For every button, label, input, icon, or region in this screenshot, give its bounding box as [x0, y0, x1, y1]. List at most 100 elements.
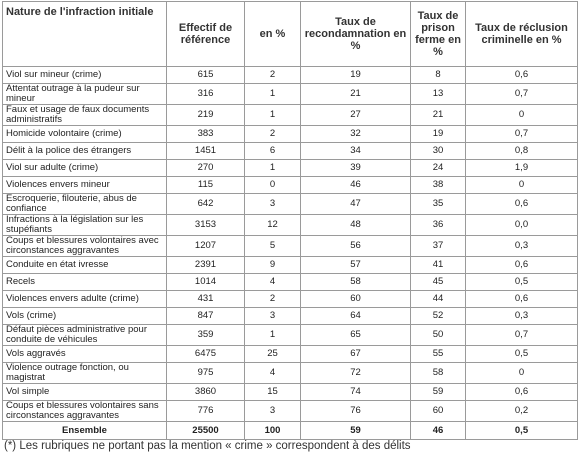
- row-label: Violences envers adulte (crime): [2, 290, 167, 308]
- row-label: Conduite en état ivresse: [2, 256, 167, 274]
- cell: 25500: [166, 421, 245, 440]
- table-row: Vols aggravés 6475 25 67 55 0,5: [2, 345, 578, 363]
- cell: 48: [300, 214, 411, 236]
- cell: 0,3: [465, 235, 578, 257]
- cell: 0,6: [465, 66, 578, 84]
- table-row: Conduite en état ivresse 2391 9 57 41 0,6: [2, 256, 578, 274]
- cell: 4: [244, 273, 301, 291]
- cell: 1,9: [465, 159, 578, 177]
- cell: 0: [465, 362, 578, 384]
- row-label: Violence outrage fonction, ou magistrat: [2, 362, 167, 384]
- header-row: Nature de l'infraction initiale Effectif …: [2, 1, 578, 67]
- row-label: Recels: [2, 273, 167, 291]
- cell: 37: [410, 235, 466, 257]
- cell: 72: [300, 362, 411, 384]
- cell: 46: [300, 176, 411, 194]
- footnote: (*) Les rubriques ne portant pas la ment…: [4, 440, 411, 452]
- table-row: Homicide volontaire (crime) 383 2 32 19 0,7: [2, 125, 578, 143]
- row-label: Ensemble: [2, 421, 167, 440]
- cell: 27: [300, 104, 411, 126]
- table-row: Infractions à la législation sur les stu…: [2, 214, 578, 236]
- cell: 270: [166, 159, 245, 177]
- row-label: Viol sur mineur (crime): [2, 66, 167, 84]
- cell: 100: [244, 421, 301, 440]
- cell: 4: [244, 362, 301, 384]
- cell: 19: [410, 125, 466, 143]
- cell: 12: [244, 214, 301, 236]
- table-row: Vol simple 3860 15 74 59 0,6: [2, 383, 578, 401]
- cell: 642: [166, 193, 245, 215]
- cell: 1451: [166, 142, 245, 160]
- cell: 1: [244, 83, 301, 105]
- table-row: Coups et blessures volontaires sans circ…: [2, 400, 578, 422]
- column-header: Taux de réclusion criminelle en %: [465, 1, 578, 67]
- cell: 64: [300, 307, 411, 325]
- data-table: Nature de l'infraction initiale Effectif …: [2, 1, 578, 440]
- cell: 359: [166, 324, 245, 346]
- cell: 1: [244, 324, 301, 346]
- cell: 383: [166, 125, 245, 143]
- cell: 0,0: [465, 214, 578, 236]
- cell: 47: [300, 193, 411, 215]
- cell: 74: [300, 383, 411, 401]
- cell: 15: [244, 383, 301, 401]
- cell: 8: [410, 66, 466, 84]
- cell: 46: [410, 421, 466, 440]
- column-header: Taux de prison ferme en %: [410, 1, 466, 67]
- cell: 0,5: [465, 345, 578, 363]
- cell: 0,6: [465, 383, 578, 401]
- cell: 35: [410, 193, 466, 215]
- cell: 52: [410, 307, 466, 325]
- table-row: Délit à la police des étrangers 1451 6 34 30…: [2, 142, 578, 160]
- cell: 25: [244, 345, 301, 363]
- cell: 39: [300, 159, 411, 177]
- row-label: Vols aggravés: [2, 345, 167, 363]
- cell: 0,3: [465, 307, 578, 325]
- cell: 0,8: [465, 142, 578, 160]
- table-row: Faux et usage de faux documents administ…: [2, 104, 578, 126]
- cell: 1207: [166, 235, 245, 257]
- cell: 21: [410, 104, 466, 126]
- cell: 3860: [166, 383, 245, 401]
- cell: 0,7: [465, 83, 578, 105]
- cell: 316: [166, 83, 245, 105]
- cell: 3: [244, 193, 301, 215]
- row-label: Coups et blessures volontaires sans circ…: [2, 400, 167, 422]
- table-row: Violences envers adulte (crime) 431 2 60 44 0…: [2, 290, 578, 308]
- cell: 76: [300, 400, 411, 422]
- cell: 2: [244, 66, 301, 84]
- cell: 3: [244, 307, 301, 325]
- cell: 60: [300, 290, 411, 308]
- cell: 36: [410, 214, 466, 236]
- cell: 56: [300, 235, 411, 257]
- cell: 219: [166, 104, 245, 126]
- cell: 3153: [166, 214, 245, 236]
- table-row: Coups et blessures volontaires avec circ…: [2, 235, 578, 257]
- row-label: Coups et blessures volontaires avec circ…: [2, 235, 167, 257]
- cell: 115: [166, 176, 245, 194]
- cell: 41: [410, 256, 466, 274]
- cell: 0,6: [465, 256, 578, 274]
- row-label: Faux et usage de faux documents administ…: [2, 104, 167, 126]
- cell: 0: [244, 176, 301, 194]
- column-header: Nature de l'infraction initiale: [2, 1, 167, 67]
- table-row: Attentat outrage à la pudeur sur mineur 3…: [2, 83, 578, 105]
- cell: 0,6: [465, 290, 578, 308]
- cell: 3: [244, 400, 301, 422]
- cell: 975: [166, 362, 245, 384]
- cell: 21: [300, 83, 411, 105]
- cell: 6: [244, 142, 301, 160]
- cell: 34: [300, 142, 411, 160]
- cell: 60: [410, 400, 466, 422]
- cell: 2391: [166, 256, 245, 274]
- cell: 32: [300, 125, 411, 143]
- cell: 45: [410, 273, 466, 291]
- cell: 65: [300, 324, 411, 346]
- cell: 58: [410, 362, 466, 384]
- cell: 0: [465, 104, 578, 126]
- total-row: Ensemble 25500 100 59 46 0,5: [2, 421, 578, 440]
- cell: 24: [410, 159, 466, 177]
- cell: 0,2: [465, 400, 578, 422]
- row-label: Escroquerie, filouterie, abus de confian…: [2, 193, 167, 215]
- cell: 30: [410, 142, 466, 160]
